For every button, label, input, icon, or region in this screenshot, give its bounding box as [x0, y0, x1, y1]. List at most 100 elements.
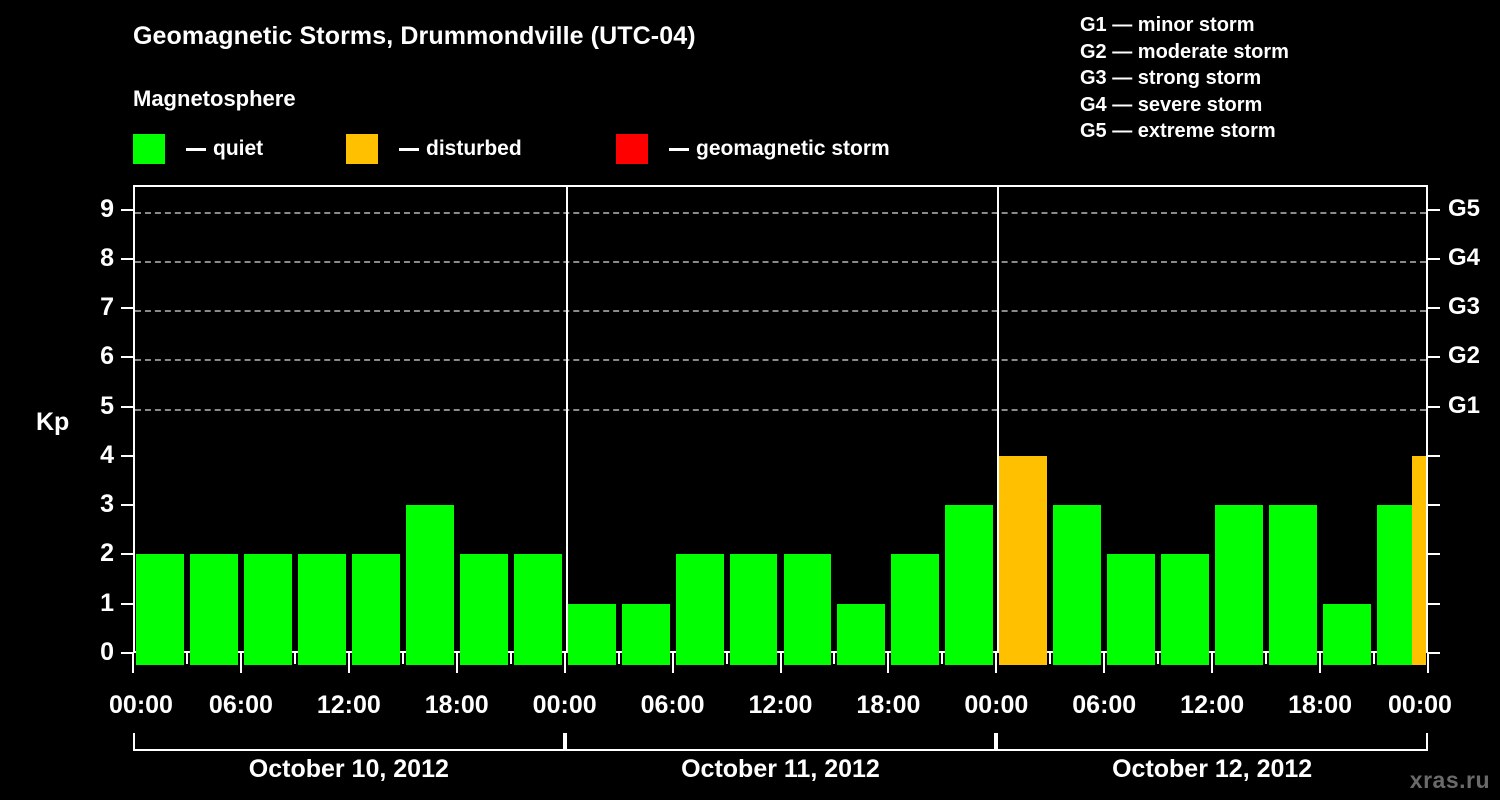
x-tick-15 [941, 653, 944, 664]
day-divider-1 [565, 187, 568, 651]
bars-layer [133, 185, 1428, 665]
x-tick-9 [617, 653, 620, 664]
y-tick-right-3 [1428, 504, 1440, 507]
bar [621, 603, 670, 665]
y-tick-label-9: 9 [100, 194, 114, 223]
y-tick-label-5: 5 [100, 391, 114, 420]
y-tick-label-3: 3 [100, 490, 114, 519]
bar [243, 554, 292, 665]
g-legend-row-2: G2 — moderate storm [1080, 40, 1289, 63]
day-divider-2 [997, 187, 1000, 651]
disturbed-legend-text: disturbed [426, 137, 522, 160]
y-tick-right-6 [1428, 356, 1440, 359]
g-axis-label-G3: G3 [1448, 293, 1481, 321]
y-axis-title: Kp [36, 408, 70, 436]
x-tick-13 [833, 653, 836, 664]
bar [351, 554, 400, 665]
bar [837, 603, 886, 665]
bar [891, 554, 940, 665]
bar [783, 554, 832, 665]
x-tick-11 [725, 653, 728, 664]
g-legend-row-1: G1 — minor storm [1080, 14, 1255, 36]
x-tick-8 [563, 653, 566, 673]
plot-frame [133, 185, 1428, 653]
x-tick-label-12: 00:00 [1388, 691, 1452, 719]
y-tick-right-0 [1428, 652, 1440, 654]
y-tick-right-7 [1428, 307, 1440, 310]
g-legend-row-3: G3 — strong storm [1080, 67, 1262, 89]
x-tick-24 [1427, 653, 1429, 673]
bar [729, 554, 778, 665]
gridline-kp-5 [135, 408, 1426, 411]
x-tick-label-0: 00:00 [109, 691, 173, 719]
x-tick-label-4: 00:00 [532, 691, 597, 719]
disturbed-legend: disturbed [346, 133, 522, 165]
bar [999, 455, 1048, 665]
g-axis-label-G5: G5 [1448, 194, 1481, 222]
y-tick-right-2 [1428, 553, 1440, 556]
bar [189, 554, 238, 665]
y-tick-3 [121, 504, 133, 507]
g-axis-label-G4: G4 [1448, 243, 1481, 271]
x-tick-label-3: 18:00 [424, 691, 489, 719]
x-tick-label-11: 18:00 [1288, 691, 1353, 719]
y-tick-2 [121, 553, 133, 556]
y-tick-5 [121, 405, 133, 408]
y-tick-right-8 [1428, 257, 1440, 260]
x-tick-4 [347, 653, 350, 673]
x-tick-17 [1049, 653, 1052, 664]
gridline-kp-6 [135, 359, 1426, 362]
x-tick-label-5: 06:00 [640, 691, 705, 719]
y-tick-label-6: 6 [100, 342, 114, 371]
gridline-kp-8 [135, 260, 1426, 263]
day-oct-11-caption: October 11, 2012 [681, 755, 880, 783]
day-oct-12-caption: October 12, 2012 [1112, 755, 1313, 783]
g-axis-label-G1: G1 [1448, 391, 1481, 419]
quiet-legend-swatch-icon [133, 134, 165, 164]
bar [136, 554, 184, 665]
storm-legend-swatch-icon [616, 134, 648, 164]
watermark: xras.ru [1409, 767, 1490, 793]
gridline-kp-9 [135, 211, 1426, 214]
bar [459, 554, 508, 665]
y-tick-label-7: 7 [100, 293, 114, 322]
x-tick-label-10: 12:00 [1180, 691, 1245, 719]
x-tick-label-8: 00:00 [964, 691, 1029, 719]
x-tick-23 [1373, 653, 1376, 664]
y-tick-label-0: 0 [100, 638, 114, 666]
gridline-kp-7 [135, 310, 1426, 313]
g-legend-row-4: G4 — severe storm [1080, 93, 1263, 116]
x-tick-16 [995, 653, 998, 673]
x-tick-2 [239, 653, 242, 673]
g-axis-label-G2: G2 [1448, 342, 1481, 370]
y-tick-0 [121, 652, 133, 654]
x-tick-label-9: 06:00 [1072, 691, 1137, 719]
day-oct-10-bracket [133, 733, 565, 751]
day-oct-10-caption: October 10, 2012 [248, 755, 449, 783]
legend-dash-icon [669, 147, 689, 151]
bar [675, 554, 724, 665]
y-tick-right-5 [1428, 405, 1440, 408]
bar [1161, 554, 1210, 665]
x-tick-1 [185, 653, 188, 664]
y-tick-label-4: 4 [100, 440, 114, 469]
x-tick-label-2: 12:00 [316, 691, 381, 719]
x-tick-14 [887, 653, 890, 673]
x-tick-22 [1319, 653, 1322, 673]
bar [1269, 505, 1318, 665]
storm-legend-text: geomagnetic storm [696, 137, 890, 160]
page-title: Geomagnetic Storms, Drummondville (UTC-0… [133, 22, 696, 50]
y-tick-4 [121, 454, 133, 457]
x-tick-5 [401, 653, 404, 664]
legend-dash-icon [186, 147, 206, 151]
x-tick-18 [1103, 653, 1106, 673]
x-tick-10 [671, 653, 674, 673]
bar [297, 554, 346, 665]
y-tick-right-1 [1428, 602, 1440, 605]
magnetosphere-label: Magnetosphere [133, 86, 296, 111]
x-tick-19 [1157, 653, 1160, 664]
x-tick-20 [1211, 653, 1214, 673]
y-tick-7 [121, 307, 133, 310]
quiet-legend-text: quiet [213, 137, 264, 160]
quiet-legend: quiet [133, 133, 263, 165]
